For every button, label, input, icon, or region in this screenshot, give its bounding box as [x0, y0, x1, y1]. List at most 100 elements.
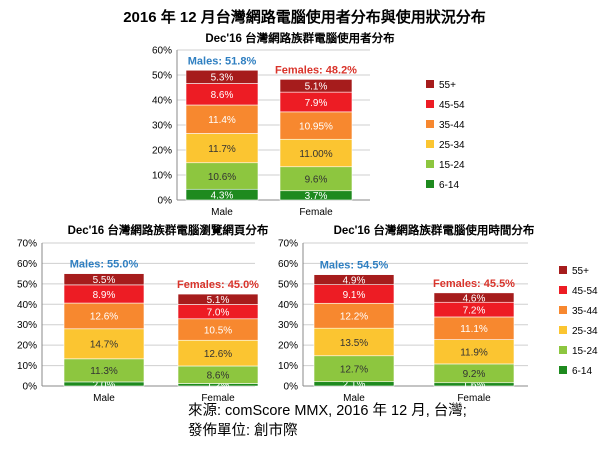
bar-segment	[279, 79, 353, 93]
y-tick-label: 0%	[284, 382, 299, 393]
bar-segment	[185, 69, 259, 84]
data-label: 10.5%	[204, 325, 232, 336]
data-label: 12.6%	[90, 312, 118, 323]
data-label: 1.6%	[463, 380, 486, 391]
y-tick-label: 20%	[17, 341, 37, 352]
y-tick-label: 30%	[17, 320, 37, 331]
bar-segment	[185, 133, 259, 164]
y-tick-label: 60%	[152, 46, 172, 57]
x-tick-label: Male	[211, 207, 233, 218]
x-tick-label: Male	[93, 393, 115, 404]
legend-label: 6-14	[439, 180, 459, 191]
bar-segment	[313, 327, 395, 357]
legend-swatch	[426, 120, 434, 128]
data-label: 5.1%	[305, 82, 328, 93]
y-tick-label: 50%	[17, 279, 37, 290]
legend-swatch	[559, 366, 567, 374]
data-label: 2.1%	[343, 380, 366, 391]
y-tick-label: 10%	[152, 171, 172, 182]
legend-label: 45-54	[572, 286, 598, 297]
bar-segment	[313, 274, 395, 285]
data-label: 11.4%	[208, 115, 236, 126]
y-tick-label: 0%	[23, 382, 38, 393]
data-label: 9.2%	[463, 369, 486, 380]
data-label: 2.0%	[93, 380, 116, 391]
legend-swatch	[426, 100, 434, 108]
bar-segment	[177, 339, 259, 367]
data-label: 1.2%	[207, 381, 230, 392]
data-label: 4.6%	[463, 293, 486, 304]
data-label: 7.0%	[207, 307, 230, 318]
y-tick-label: 0%	[158, 196, 173, 207]
data-label: 11.3%	[90, 366, 118, 377]
source-line-2: 發佈單位: 創市際	[188, 423, 298, 439]
bar-segment	[63, 302, 145, 330]
data-label: 13.5%	[340, 338, 368, 349]
chart-title: Dec'16 台灣網路族群電腦使用時間分布	[334, 223, 535, 237]
legend-label: 6-14	[572, 366, 592, 377]
group-total-label: Females: 45.5%	[433, 278, 515, 290]
data-label: 8.9%	[93, 290, 116, 301]
data-label: 5.1%	[207, 295, 230, 306]
legend-label: 15-24	[572, 346, 598, 357]
y-tick-label: 10%	[278, 361, 298, 372]
legend-swatch	[559, 266, 567, 274]
chart-title: Dec'16 台灣網路族群電腦瀏覽網頁分布	[68, 223, 269, 237]
x-tick-label: Female	[299, 207, 333, 218]
y-tick-label: 40%	[278, 300, 298, 311]
data-label: 8.6%	[207, 371, 230, 382]
data-label: 3.7%	[305, 191, 328, 202]
data-label: 5.5%	[93, 275, 116, 286]
group-total-label: Females: 45.0%	[177, 279, 259, 291]
source-note: 來源: comScore MMX, 2016 年 12 月, 台灣; 發佈單位:…	[188, 401, 467, 441]
data-label: 12.2%	[340, 312, 368, 323]
source-line-1: 來源: comScore MMX, 2016 年 12 月, 台灣;	[188, 403, 467, 419]
legend-label: 35-44	[439, 120, 465, 131]
y-tick-label: 70%	[17, 239, 37, 250]
data-label: 10.95%	[299, 121, 333, 132]
bar-segment	[63, 273, 145, 286]
bar-segment	[279, 138, 353, 168]
data-label: 9.1%	[343, 290, 366, 301]
data-label: 11.9%	[460, 348, 488, 359]
y-tick-label: 30%	[152, 121, 172, 132]
group-total-label: Males: 54.5%	[320, 260, 389, 272]
legend-swatch	[426, 140, 434, 148]
data-label: 14.7%	[90, 340, 118, 351]
group-total-label: Males: 51.8%	[188, 55, 257, 67]
legend-swatch	[559, 326, 567, 334]
group-total-label: Males: 55.0%	[70, 259, 139, 271]
legend-swatch	[426, 160, 434, 168]
y-tick-label: 40%	[152, 96, 172, 107]
data-label: 4.3%	[211, 190, 234, 201]
bar-segment	[279, 166, 353, 192]
x-tick-label: Female	[201, 393, 235, 404]
data-label: 10.6%	[208, 172, 236, 183]
y-tick-label: 50%	[152, 71, 172, 82]
bar-segment	[313, 302, 395, 329]
legend-label: 25-34	[572, 326, 598, 337]
bar-segment	[63, 328, 145, 360]
chart-title: Dec'16 台灣網路族群電腦使用者分布	[205, 31, 395, 45]
bar-segment	[313, 355, 395, 383]
bar-segment	[177, 293, 259, 305]
data-label: 7.9%	[305, 98, 328, 109]
group-total-label: Females: 48.2%	[275, 64, 357, 76]
data-label: 5.3%	[211, 73, 234, 84]
data-label: 11.7%	[208, 144, 236, 155]
y-tick-label: 30%	[278, 320, 298, 331]
y-tick-label: 60%	[17, 259, 37, 270]
x-tick-label: Male	[343, 393, 365, 404]
data-label: 9.6%	[305, 175, 328, 186]
chart-pageviews-distribution: Dec'16 台灣網路族群電腦瀏覽網頁分布 0% 10% 20% 30% 40% 50% 60…	[17, 223, 269, 404]
data-label: 11.1%	[460, 324, 488, 335]
y-tick-label: 20%	[278, 341, 298, 352]
chart-usage-time-distribution: Dec'16 台灣網路族群電腦使用時間分布 0% 10% 20% 30% 40% 50% 60…	[278, 223, 598, 404]
data-label: 4.9%	[343, 275, 366, 286]
y-tick-label: 60%	[278, 259, 298, 270]
legend-label: 55+	[572, 266, 589, 277]
legend-label: 35-44	[572, 306, 598, 317]
chart-users-distribution: Dec'16 台灣網路族群電腦使用者分布 0% 10% 20% 30% 40% 50% 60%…	[152, 31, 465, 218]
data-label: 8.6%	[211, 90, 234, 101]
